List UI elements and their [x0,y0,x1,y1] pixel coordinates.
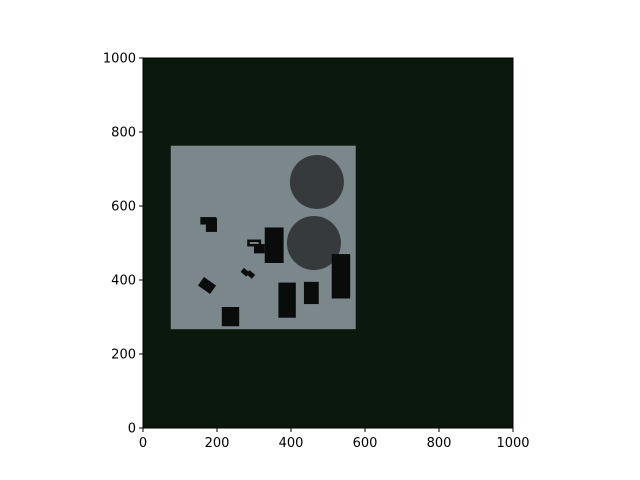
obstacle-8 [205,218,217,232]
x-tick-label: 1000 [496,436,529,451]
y-axis: 0 200 400 600 800 1000 [103,52,143,437]
x-axis: 0 200 400 600 800 1000 [139,428,530,451]
plot-area [142,57,514,429]
x-tick-label: 800 [427,436,452,451]
circle-obstacle-2 [286,215,341,271]
rotated-obstacle-3 [246,270,256,279]
rect-obstacles [197,217,351,327]
x-tick-label: 400 [279,436,304,451]
obstacle-1 [221,307,240,327]
obstacle-4 [331,254,351,299]
x-tick-label: 200 [205,436,230,451]
axes-frame [142,57,514,429]
y-tick-label: 800 [111,126,136,141]
obstacle-3 [264,227,284,263]
obstacle-2 [278,282,296,318]
rotated-obstacle-1 [197,277,217,295]
x-tick-label: 0 [139,436,147,451]
y-tick-label: 400 [111,274,136,289]
x-tick-label: 600 [353,436,378,451]
obstacle-6 [254,244,265,254]
y-tick-label: 1000 [103,52,136,67]
circle-obstacle-1 [289,154,344,209]
y-tick-label: 600 [111,200,136,215]
circle-obstacles [286,154,344,271]
y-tick-label: 200 [111,348,136,363]
outlined-obstacle-1 [247,239,262,247]
y-tick-label: 0 [128,422,136,437]
obstacle-5 [303,281,319,305]
